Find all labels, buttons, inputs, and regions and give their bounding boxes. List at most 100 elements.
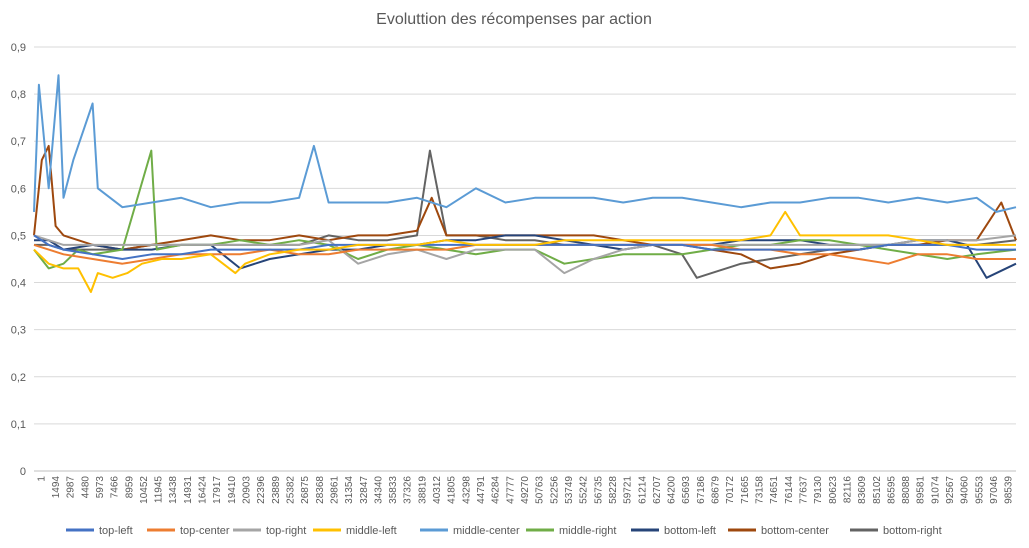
series-line-bottom-center — [33, 144, 1017, 270]
x-tick-label: 23889 — [271, 476, 282, 504]
x-tick-label: 16424 — [198, 476, 209, 504]
x-tick-label: 91074 — [930, 476, 941, 504]
x-tick-label: 5973 — [95, 476, 106, 499]
legend-label-top-right: top-right — [266, 525, 306, 537]
x-tick-label: 11945 — [154, 476, 165, 504]
x-tick-label: 1 — [36, 476, 47, 482]
x-tick-label: 98539 — [1004, 476, 1015, 504]
series-lines — [33, 74, 1017, 293]
x-tick-label: 22396 — [256, 476, 267, 504]
x-tick-label: 32847 — [359, 476, 370, 504]
x-tick-label: 61214 — [637, 476, 648, 504]
x-tick-label: 17917 — [212, 476, 223, 504]
x-tick-label: 83609 — [857, 476, 868, 504]
x-tick-label: 80623 — [828, 476, 839, 504]
x-tick-label: 43298 — [461, 476, 472, 504]
x-tick-label: 4480 — [80, 476, 91, 499]
x-tick-label: 2987 — [66, 476, 77, 499]
x-tick-label: 47777 — [505, 476, 516, 504]
x-tick-label: 49270 — [520, 476, 531, 504]
legend-label-bottom-left: bottom-left — [664, 525, 716, 537]
series-line-middle-right — [33, 149, 1017, 270]
x-tick-label: 13438 — [168, 476, 179, 504]
x-tick-label: 38819 — [417, 476, 428, 504]
y-tick-label: 0,6 — [11, 183, 26, 195]
x-tick-label: 29861 — [329, 476, 340, 504]
x-tick-label: 20903 — [242, 476, 253, 504]
x-tick-label: 55242 — [579, 476, 590, 504]
x-tick-label: 64200 — [667, 476, 678, 504]
x-tick-label: 73158 — [755, 476, 766, 504]
x-tick-label: 76144 — [784, 476, 795, 504]
legend-label-middle-center: middle-center — [453, 525, 520, 537]
legend: top-left top-center top-right middle-left mi… — [66, 525, 942, 537]
x-tick-label: 19410 — [227, 476, 238, 504]
x-axis-ticks: 1 1494 2987 4480 5973 7466 8959 10452 11945 13438… — [36, 476, 1014, 504]
x-tick-label: 88088 — [901, 476, 912, 504]
legend-label-bottom-center: bottom-center — [761, 525, 829, 537]
x-tick-label: 40312 — [432, 476, 443, 504]
y-tick-label: 0,7 — [11, 136, 26, 148]
x-tick-label: 82116 — [842, 476, 853, 504]
x-tick-label: 70172 — [725, 476, 736, 504]
series-line-middle-left — [33, 210, 1016, 293]
x-tick-label: 35833 — [388, 476, 399, 504]
x-tick-label: 92567 — [945, 476, 956, 504]
series-line-bottom-left — [34, 234, 1017, 279]
x-tick-label: 1494 — [51, 476, 62, 499]
x-tick-label: 50763 — [535, 476, 546, 504]
x-tick-label: 74651 — [769, 476, 780, 504]
x-tick-label: 53749 — [564, 476, 575, 504]
y-tick-label: 0,8 — [11, 89, 26, 101]
x-tick-label: 25382 — [285, 476, 296, 504]
x-tick-label: 62707 — [652, 476, 663, 504]
x-tick-label: 44791 — [476, 476, 487, 504]
y-tick-label: 0,2 — [11, 372, 26, 384]
x-tick-label: 41805 — [447, 476, 458, 504]
legend-label-bottom-right: bottom-right — [883, 525, 942, 537]
x-tick-label: 58228 — [608, 476, 619, 504]
x-tick-label: 10452 — [139, 476, 150, 504]
x-tick-label: 94060 — [960, 476, 971, 504]
series-line-middle-center — [33, 74, 1017, 213]
series-line-top-left — [33, 234, 1016, 260]
legend-label-top-center: top-center — [180, 525, 230, 537]
legend-label-top-left: top-left — [99, 525, 133, 537]
x-tick-label: 52256 — [549, 476, 560, 504]
x-tick-label: 95553 — [974, 476, 985, 504]
y-tick-label: 0,1 — [11, 419, 26, 431]
x-tick-label: 46284 — [491, 476, 502, 504]
x-tick-label: 34340 — [373, 476, 384, 504]
x-tick-label: 85102 — [872, 476, 883, 504]
x-tick-label: 26875 — [300, 476, 311, 504]
x-tick-label: 86595 — [886, 476, 897, 504]
x-tick-label: 77637 — [798, 476, 809, 504]
x-tick-label: 37326 — [403, 476, 414, 504]
y-tick-label: 0 — [20, 466, 26, 478]
x-tick-label: 89581 — [916, 476, 927, 504]
x-tick-label: 14931 — [183, 476, 194, 504]
x-tick-label: 59721 — [623, 476, 634, 504]
series-line-top-right — [33, 234, 1017, 275]
y-tick-label: 0,9 — [11, 42, 26, 54]
x-tick-label: 68679 — [711, 476, 722, 504]
y-tick-label: 0,3 — [11, 325, 26, 337]
x-tick-label: 28368 — [315, 476, 326, 504]
legend-label-middle-left: middle-left — [346, 525, 397, 537]
y-tick-label: 0,4 — [11, 278, 26, 290]
y-tick-label: 0,5 — [11, 230, 26, 242]
x-tick-label: 31354 — [344, 476, 355, 504]
x-tick-label: 8959 — [124, 476, 135, 499]
x-tick-label: 65693 — [681, 476, 692, 504]
x-tick-label: 97046 — [989, 476, 1000, 504]
x-tick-label: 67186 — [696, 476, 707, 504]
chart-title: Evoluttion des récompenses par action — [376, 11, 652, 28]
legend-label-middle-right: middle-right — [559, 525, 616, 537]
x-tick-label: 7466 — [110, 476, 121, 499]
x-tick-label: 71665 — [740, 476, 751, 504]
x-tick-label: 56735 — [593, 476, 604, 504]
y-axis-ticks: 0 0,1 0,2 0,3 0,4 0,5 0,6 0,7 0,8 0,9 — [11, 42, 26, 478]
x-tick-label: 79130 — [813, 476, 824, 504]
